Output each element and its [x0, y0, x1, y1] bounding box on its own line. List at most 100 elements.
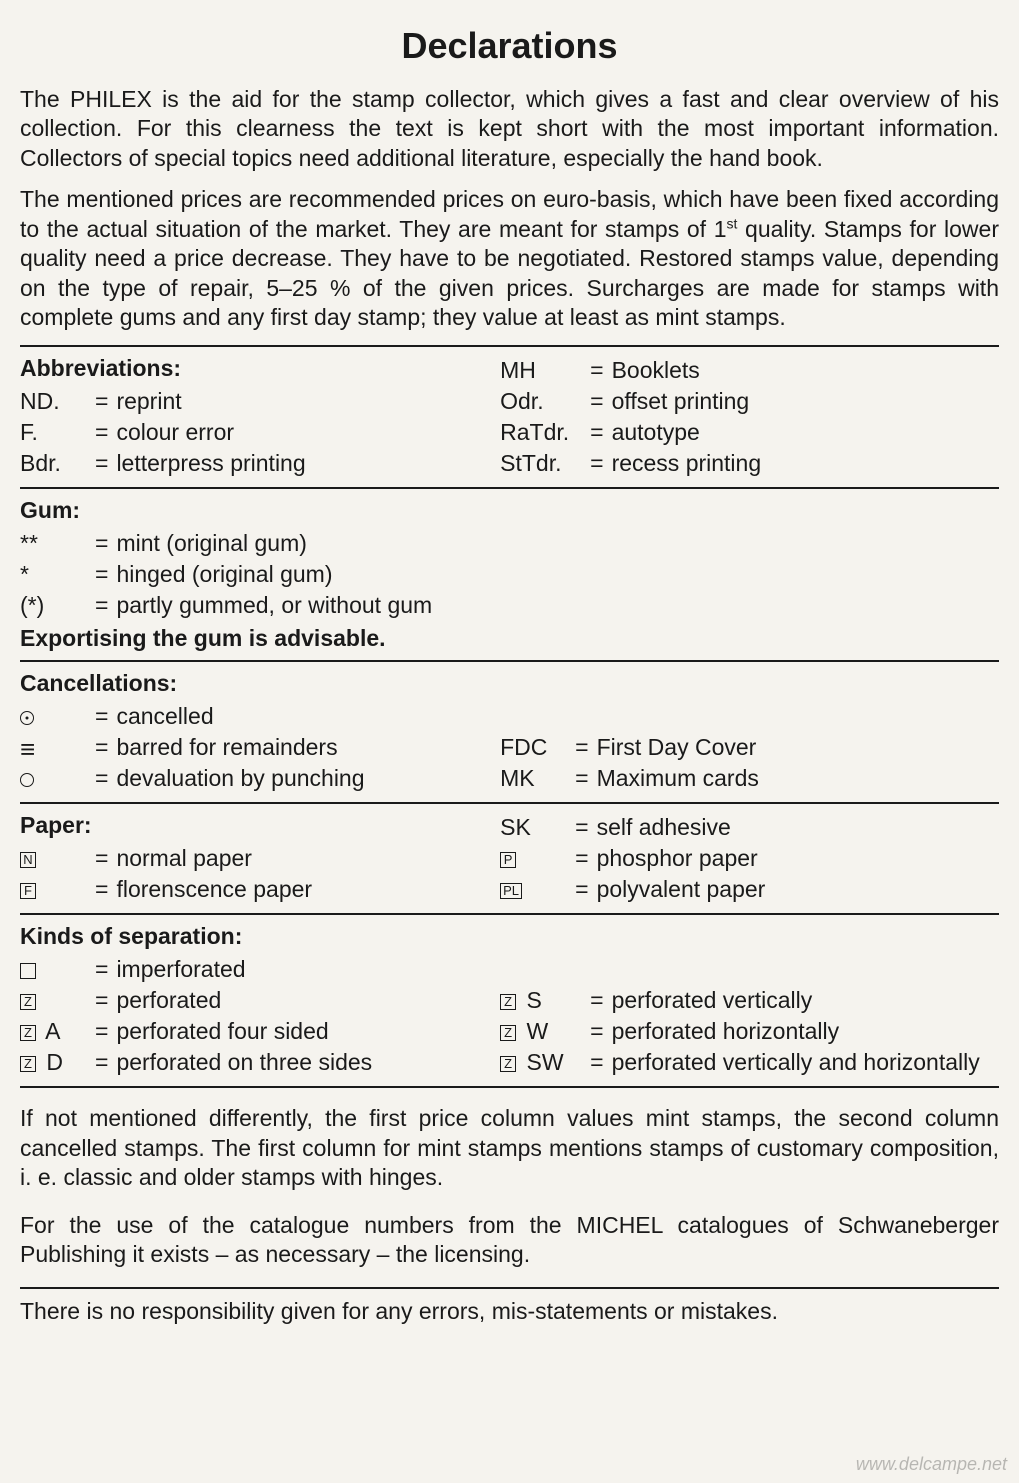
- abbrev-symbol: StTdr.: [500, 448, 590, 479]
- circle-dot-icon: [20, 711, 34, 725]
- box-z-icon: Z: [500, 1025, 516, 1041]
- equals-sign: =: [95, 732, 108, 763]
- equals-sign: =: [95, 386, 108, 417]
- abbrev-value: colour error: [116, 417, 480, 448]
- equals-sign: =: [95, 448, 108, 479]
- equals-sign: =: [95, 701, 108, 732]
- sep-entry: Z W = perforated horizontally: [500, 1016, 999, 1047]
- sep-value: perforated vertically and horizontally: [612, 1047, 999, 1078]
- paper-entry: F = florenscence paper: [20, 874, 480, 905]
- abbrev-symbol: F.: [20, 417, 95, 448]
- intro-paragraph-2: The mentioned prices are recommended pri…: [20, 185, 999, 332]
- barred-symbol: ≡: [20, 732, 95, 763]
- equals-sign: =: [95, 843, 108, 874]
- abbrev-symbol: Odr.: [500, 386, 590, 417]
- fdc-symbol: FDC: [500, 732, 575, 763]
- sep-value: perforated on three sides: [116, 1047, 480, 1078]
- footer-paragraph-1: If not mentioned differently, the first …: [20, 1096, 999, 1192]
- equals-sign: =: [590, 448, 603, 479]
- paper-value: phosphor paper: [597, 843, 999, 874]
- gum-symbol: (*): [20, 590, 95, 621]
- sep-symbol: Z W: [500, 1016, 590, 1047]
- cancellations-heading: Cancellations:: [20, 670, 999, 697]
- equals-sign: =: [575, 763, 588, 794]
- equals-sign: =: [95, 1016, 108, 1047]
- paper-entry: PL = polyvalent paper: [500, 874, 999, 905]
- equals-sign: =: [95, 559, 108, 590]
- sep-suffix: SW: [527, 1049, 564, 1075]
- paper-value: normal paper: [116, 843, 480, 874]
- sep-entry: Z A = perforated four sided: [20, 1016, 480, 1047]
- box-z-icon: Z: [20, 1056, 36, 1072]
- box-z-icon: Z: [500, 994, 516, 1010]
- paper-value: polyvalent paper: [597, 874, 999, 905]
- equals-sign: =: [590, 1047, 603, 1078]
- paper-symbol: F: [20, 874, 95, 905]
- equals-sign: =: [575, 732, 588, 763]
- sep-value: imperforated: [116, 954, 480, 985]
- sep-value: perforated: [116, 985, 480, 1016]
- cancel-value: devaluation by punching: [116, 763, 480, 794]
- equals-sign: =: [590, 355, 603, 386]
- mk-symbol: MK: [500, 763, 575, 794]
- sep-symbol: [20, 954, 95, 985]
- sep-suffix: D: [46, 1049, 63, 1075]
- footer-paragraph-2: For the use of the catalogue numbers fro…: [20, 1203, 999, 1270]
- abbrev-value: recess printing: [612, 448, 999, 479]
- equals-sign: =: [95, 417, 108, 448]
- equals-sign: =: [95, 874, 108, 905]
- abbrev-entry: RaTdr. = autotype: [500, 417, 999, 448]
- paper-entry: N = normal paper: [20, 843, 480, 874]
- abbreviations-heading: Abbreviations:: [20, 355, 480, 382]
- abbrev-symbol: Bdr.: [20, 448, 95, 479]
- cancellations-section: Cancellations: = cancelled ≡ = barred fo…: [20, 660, 999, 802]
- gum-symbol: *: [20, 559, 95, 590]
- box-z-icon: Z: [500, 1056, 516, 1072]
- sep-symbol: Z SW: [500, 1047, 590, 1078]
- paper-entry: P = phosphor paper: [500, 843, 999, 874]
- box-pl-icon: PL: [500, 883, 522, 899]
- sep-entry: = imperforated: [20, 954, 480, 985]
- gum-value: hinged (original gum): [116, 559, 999, 590]
- paper-symbol: P: [500, 843, 575, 874]
- equals-sign: =: [590, 417, 603, 448]
- abbrev-value: offset printing: [612, 386, 999, 417]
- sep-suffix: S: [527, 987, 542, 1013]
- gum-entry: (*) = partly gummed, or without gum: [20, 590, 999, 621]
- intro-paragraph-1: The PHILEX is the aid for the stamp coll…: [20, 85, 999, 173]
- cancelled-symbol: [20, 701, 95, 732]
- sep-symbol: Z S: [500, 985, 590, 1016]
- box-f-icon: F: [20, 883, 36, 899]
- gum-entry: ** = mint (original gum): [20, 528, 999, 559]
- paper-symbol: PL: [500, 874, 575, 905]
- cancel-value: barred for remainders: [116, 732, 480, 763]
- gum-symbol: **: [20, 528, 95, 559]
- gum-entry: * = hinged (original gum): [20, 559, 999, 590]
- sep-value: perforated horizontally: [612, 1016, 999, 1047]
- sep-suffix: A: [45, 1018, 60, 1044]
- box-z-icon: Z: [20, 994, 36, 1010]
- page-title: Declarations: [20, 25, 999, 67]
- box-p-icon: P: [500, 852, 516, 868]
- equals-sign: =: [575, 843, 588, 874]
- cancel-value: Maximum cards: [597, 763, 999, 794]
- sep-value: perforated vertically: [612, 985, 999, 1016]
- equals-sign: =: [575, 812, 588, 843]
- abbrev-value: letterpress printing: [116, 448, 480, 479]
- sep-entry: Z = perforated: [20, 985, 480, 1016]
- equals-sign: =: [590, 386, 603, 417]
- box-empty-icon: [20, 963, 36, 979]
- sk-symbol: SK: [500, 812, 575, 843]
- separation-section: Kinds of separation: = imperforated Z = …: [20, 913, 999, 1086]
- gum-heading: Gum:: [20, 497, 999, 524]
- cancel-value: cancelled: [116, 701, 480, 732]
- sep-suffix: W: [527, 1018, 549, 1044]
- gum-section: Gum: ** = mint (original gum) * = hinged…: [20, 487, 999, 660]
- equals-sign: =: [590, 985, 603, 1016]
- paper-value: self adhesive: [597, 812, 999, 843]
- abbrev-entry: StTdr. = recess printing: [500, 448, 999, 479]
- sep-entry: Z S = perforated vertically: [500, 985, 999, 1016]
- paper-value: florenscence paper: [116, 874, 480, 905]
- gum-value: partly gummed, or without gum: [116, 590, 999, 621]
- paper-symbol: N: [20, 843, 95, 874]
